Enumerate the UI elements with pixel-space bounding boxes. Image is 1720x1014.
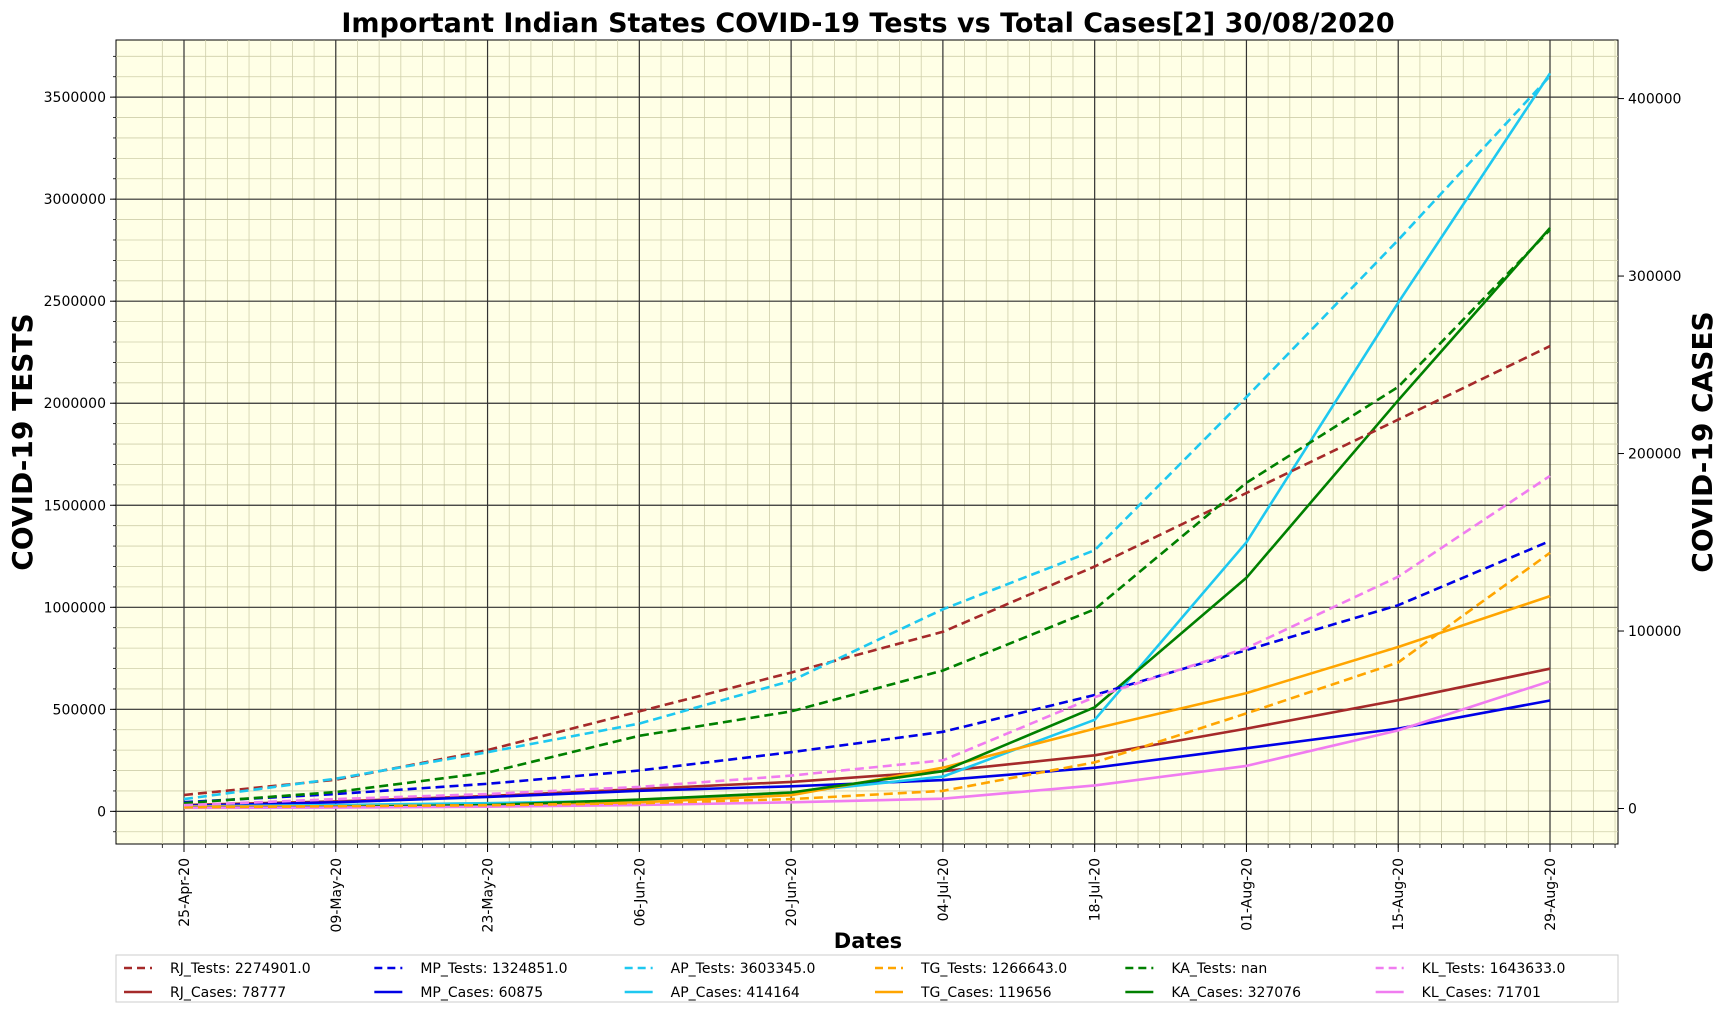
- series-cases-1: [183, 699, 1551, 808]
- legend-box: [115, 954, 1619, 1003]
- legend-label: KA_Cases: 327076: [1171, 985, 1301, 1001]
- x-tick-label: 23-May-20: [481, 858, 497, 932]
- y-left-tick-label: 1500000: [44, 498, 106, 514]
- legend-label: KL_Cases: 71701: [1422, 985, 1541, 1001]
- legend-label: TG_Cases: 119656: [920, 985, 1052, 1001]
- legend: RJ_Tests: 2274901.0 MP_Tests: 1324851.0 AP…: [124, 961, 1565, 1001]
- x-tick-label: 04-Jul-20: [936, 858, 952, 921]
- y-right-tick-label: 100000: [1628, 624, 1681, 640]
- x-tick-label: 06-Jun-20: [632, 858, 648, 926]
- y-left-tick-label: 1000000: [44, 600, 106, 616]
- series-tests-4: [183, 228, 1551, 805]
- legend-label: RJ_Cases: 78777: [170, 985, 286, 1001]
- series-tests-3: [183, 551, 1551, 809]
- legend-label: AP_Tests: 3603345.0: [671, 961, 816, 977]
- legend-label: RJ_Tests: 2274901.0: [170, 961, 311, 977]
- x-tick-label: 20-Jun-20: [784, 858, 800, 926]
- legend-label: AP_Cases: 414164: [671, 985, 800, 1001]
- legend-label: MP_Tests: 1324851.0: [420, 961, 567, 977]
- series-tests-5: [183, 474, 1551, 807]
- y-right-tick-label: 0: [1628, 802, 1637, 818]
- x-axis-label: Dates: [834, 929, 902, 953]
- x-tick-label: 15-Aug-20: [1391, 858, 1407, 931]
- x-tick-label: 29-Aug-20: [1543, 858, 1559, 931]
- x-tick-label: 09-May-20: [329, 858, 345, 932]
- legend-label: KA_Tests: nan: [1171, 961, 1267, 977]
- plot-area: [115, 39, 1619, 845]
- major-grid: [116, 40, 1618, 844]
- y-left-tick-label: 2500000: [44, 294, 106, 310]
- series-tests-1: [183, 539, 1551, 804]
- series-cases-5: [183, 679, 1551, 810]
- chart-title: Important Indian States COVID-19 Tests v…: [341, 8, 1394, 39]
- y-right-tick-label: 400000: [1628, 92, 1681, 108]
- series-cases-2: [183, 72, 1552, 808]
- y-right-tick-label: 300000: [1628, 269, 1681, 285]
- legend-label: TG_Tests: 1266643.0: [920, 961, 1067, 977]
- x-tick-label: 01-Aug-20: [1239, 858, 1255, 931]
- x-tick-label: 18-Jul-20: [1088, 858, 1104, 921]
- series-layer: [183, 72, 1552, 810]
- x-tick-label: 25-Apr-20: [177, 858, 193, 927]
- y-left-tick-label: 3500000: [44, 90, 106, 106]
- y-left-axis-label: COVID-19 TESTS: [6, 313, 39, 570]
- y-left-tick-label: 500000: [53, 702, 106, 718]
- y-left-tick-label: 3000000: [44, 192, 106, 208]
- legend-label: KL_Tests: 1643633.0: [1422, 961, 1566, 977]
- legend-label: MP_Cases: 60875: [420, 985, 543, 1001]
- series-tests-2: [183, 75, 1551, 801]
- y-right-axis-label: COVID-19 CASES: [1686, 311, 1719, 572]
- axis-layer: 0500000100000015000002000000250000030000…: [44, 55, 1681, 932]
- y-left-tick-label: 0: [97, 804, 106, 820]
- y-left-tick-label: 2000000: [44, 396, 106, 412]
- y-right-tick-label: 200000: [1628, 447, 1681, 463]
